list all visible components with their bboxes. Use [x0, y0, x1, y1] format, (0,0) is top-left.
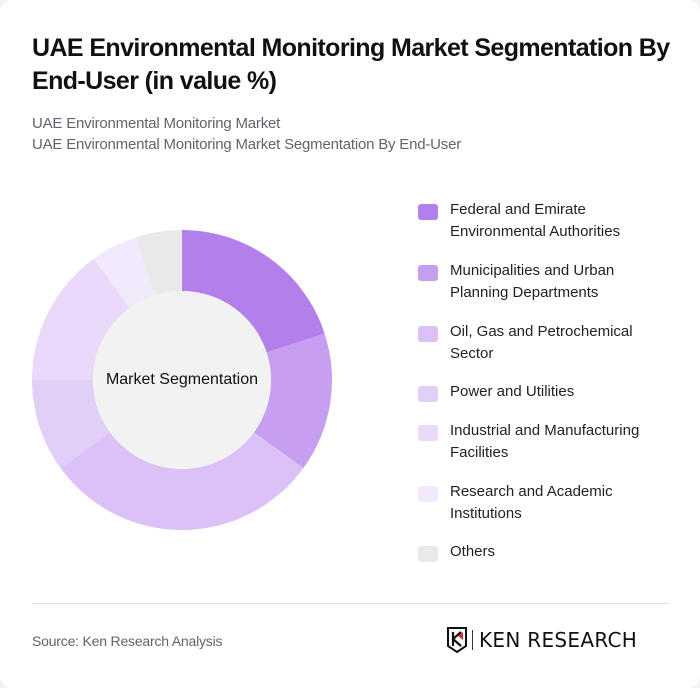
legend-swatch	[418, 546, 438, 562]
subtitle-market: UAE Environmental Monitoring Market	[32, 115, 281, 132]
donut-slice[interactable]	[254, 333, 332, 469]
legend-swatch	[418, 265, 438, 281]
ken-research-shield-icon	[447, 627, 467, 653]
legend-swatch	[418, 204, 438, 220]
legend-label: Research and Academic	[450, 483, 613, 500]
source-note: Source: Ken Research Analysis	[32, 633, 223, 649]
chart-legend: Federal and Emirate Environmental Author…	[418, 199, 678, 563]
legend-item[interactable]: Federal and Emirate Environmental Author…	[418, 199, 678, 243]
legend-swatch	[418, 326, 438, 342]
legend-label: Institutions	[450, 505, 522, 522]
legend-label: Facilities	[450, 444, 509, 461]
donut-chart: Market Segmentation	[30, 228, 334, 532]
ken-research-logo: KEN RESEARCH	[447, 627, 637, 653]
legend-item[interactable]: Municipalities and Urban Planning Depart…	[418, 260, 678, 304]
legend-label: Federal and Emirate	[450, 201, 586, 218]
subtitle-segmentation: UAE Environmental Monitoring Market Segm…	[32, 136, 462, 153]
footer-divider	[32, 603, 668, 604]
donut-svg	[32, 230, 332, 530]
legend-label: Oil, Gas and Petrochemical	[450, 323, 633, 340]
legend-item[interactable]: Oil, Gas and Petrochemical Sector	[418, 321, 678, 365]
donut-slice[interactable]	[60, 432, 304, 530]
legend-label: Industrial and Manufacturing	[450, 422, 640, 439]
legend-swatch	[418, 386, 438, 402]
legend-label: Power and Utilities	[450, 383, 575, 400]
subtitle: UAE Environmental Monitoring Market UAE …	[32, 113, 672, 155]
donut-slice[interactable]	[32, 258, 130, 380]
donut-hole	[93, 291, 271, 469]
donut-slice[interactable]	[93, 237, 155, 308]
logo-text: KEN RESEARCH	[479, 628, 638, 652]
legend-label: Environmental Authorities	[450, 223, 621, 240]
legend-item[interactable]: Industrial and Manufacturing Facilities	[418, 420, 678, 464]
legend-item[interactable]: Others	[418, 541, 678, 563]
legend-label: Municipalities and Urban	[450, 262, 615, 279]
donut-slice[interactable]	[32, 380, 110, 469]
legend-label: Sector	[450, 345, 494, 362]
donut-slice[interactable]	[182, 230, 325, 353]
logo-separator	[472, 630, 473, 650]
legend-swatch	[418, 425, 438, 441]
legend-item[interactable]: Research and Academic Institutions	[418, 481, 678, 525]
donut-slice[interactable]	[135, 230, 182, 296]
legend-label: Others	[450, 543, 496, 560]
legend-item[interactable]: Power and Utilities	[418, 381, 678, 403]
legend-swatch	[418, 486, 438, 502]
page-title: UAE Environmental Monitoring Market Segm…	[32, 34, 670, 95]
legend-label: Planning Departments	[450, 284, 599, 301]
